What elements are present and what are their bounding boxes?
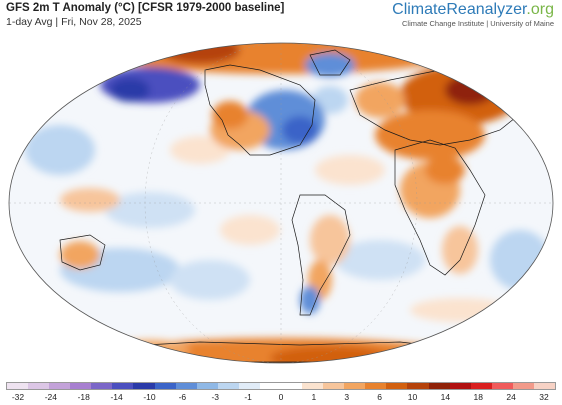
color-scale-swatch	[133, 383, 155, 389]
anomaly-patch	[445, 75, 495, 105]
color-scale-swatch	[217, 383, 239, 389]
anomaly-patch	[105, 192, 195, 228]
color-scale-swatch	[259, 383, 282, 389]
color-scale-tick-label: -18	[77, 392, 90, 402]
anomaly-patch	[355, 82, 405, 118]
color-scale-swatch	[238, 383, 260, 389]
color-scale-swatch	[449, 383, 471, 389]
color-scale-tick-label: -24	[44, 392, 58, 402]
anomaly-patch	[270, 346, 390, 363]
color-scale-swatch	[386, 383, 408, 389]
color-scale-tick-label: 24	[506, 392, 516, 402]
color-scale-swatch	[365, 383, 387, 389]
color-scale-swatch	[323, 383, 345, 389]
color-scale-swatch	[49, 383, 71, 389]
color-scale-swatch	[175, 383, 197, 389]
color-scale-tick-label: -3	[211, 392, 220, 402]
anomaly-patch	[110, 78, 150, 102]
color-scale-tick-label: 10	[407, 392, 418, 402]
map-subtitle: 1-day Avg | Fri, Nov 28, 2025	[6, 16, 142, 28]
anomaly-map[interactable]	[0, 30, 562, 378]
graticule-meridian	[144, 43, 418, 363]
color-scale-tick-label: -10	[143, 392, 156, 402]
color-scale-swatch	[112, 383, 134, 389]
coastline	[59, 234, 106, 271]
coastline	[309, 49, 351, 76]
color-scale-swatch	[154, 383, 176, 389]
color-scale-ticks: -32 -24 -18 -14 -10 -6 -3 -1 0 1 3 6 10 14 18 24 32	[6, 392, 556, 404]
anomaly-patch	[335, 240, 425, 280]
anomaly-patch	[60, 188, 120, 212]
map-title: GFS 2m T Anomaly (°C) [CFSR 1979-2000 ba…	[6, 2, 285, 14]
color-scale-swatch	[28, 383, 50, 389]
color-scale-swatch	[491, 383, 513, 389]
color-scale-swatch	[470, 383, 492, 389]
color-scale-swatch	[7, 383, 29, 389]
brand-logo[interactable]: ClimateReanalyzer.org	[392, 1, 554, 19]
anomaly-patch	[425, 156, 465, 184]
anomaly-patch	[25, 125, 95, 175]
anomaly-patch	[300, 286, 320, 314]
color-scale-tick-label: 3	[344, 392, 350, 402]
brand-name: ClimateReanalyzer	[392, 1, 527, 18]
coastline	[291, 194, 351, 316]
anomaly-patch	[60, 241, 100, 269]
anomaly-patch	[310, 215, 350, 265]
color-scale-swatch	[196, 383, 218, 389]
color-scale-tick-label: 0	[278, 392, 284, 402]
color-scale-tick-label: 32	[539, 392, 549, 402]
anomaly-patch	[170, 136, 230, 164]
anomaly-patch	[490, 230, 550, 290]
color-scale-tick-label: -1	[244, 392, 252, 402]
color-scale-swatch	[407, 383, 429, 389]
coastline	[204, 64, 316, 156]
color-scale-swatch	[70, 383, 92, 389]
color-scale-swatch	[281, 383, 303, 389]
color-scale-tick-label: -14	[110, 392, 123, 402]
color-scale-swatch	[302, 383, 324, 389]
color-scale-tick-label: -6	[178, 392, 187, 402]
brand-tld: .org	[526, 1, 554, 18]
color-scale-tick-label: 1	[311, 392, 317, 402]
color-scale-tick-label: 6	[377, 392, 382, 402]
coastline	[394, 139, 486, 276]
color-scale-swatch	[428, 383, 450, 389]
color-scale-swatch	[91, 383, 113, 389]
color-scale-bar	[6, 382, 556, 390]
brand-subtitle: Climate Change Institute | University of…	[401, 19, 554, 28]
anomaly-patch	[315, 155, 385, 185]
anomaly-patch	[212, 101, 248, 129]
anomaly-patch	[282, 116, 318, 144]
color-scale-swatch	[344, 383, 366, 389]
anomaly-patch	[220, 215, 280, 245]
anomaly-patch	[442, 226, 478, 274]
anomaly-patch	[375, 110, 485, 160]
anomaly-patch	[305, 53, 355, 77]
color-scale-tick-label: 14	[440, 392, 451, 402]
color-scale-swatch	[533, 383, 556, 389]
color-scale-swatch	[512, 383, 534, 389]
color-scale-tick-label: 18	[473, 392, 483, 402]
anomaly-patch	[170, 260, 250, 300]
color-scale-tick-label: -32	[11, 392, 25, 402]
globe-outline	[8, 42, 554, 364]
